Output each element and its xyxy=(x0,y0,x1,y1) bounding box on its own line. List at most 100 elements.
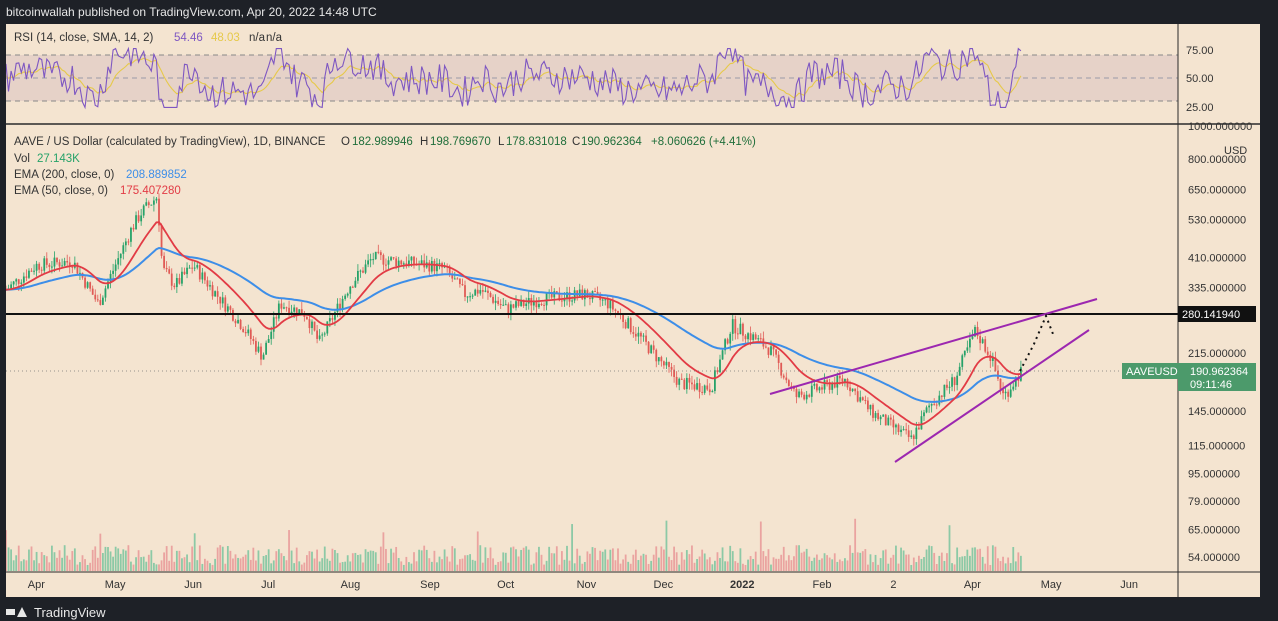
price-tick: 215.000000 xyxy=(1188,348,1246,360)
candle-body xyxy=(956,375,959,386)
candle-body xyxy=(637,332,640,337)
candle-body xyxy=(124,241,127,246)
candle-body xyxy=(237,319,239,324)
candle-body xyxy=(1014,376,1017,387)
candle-body xyxy=(851,388,854,392)
volume-bar xyxy=(877,564,879,571)
rsi-value: 54.46 xyxy=(174,32,203,44)
volume-bar xyxy=(354,552,357,571)
volume-bar xyxy=(787,555,790,571)
candle-body xyxy=(545,293,548,306)
volume-bar xyxy=(535,552,538,571)
volume-bar xyxy=(262,555,265,571)
candle-body xyxy=(492,296,494,303)
volume-bar xyxy=(571,524,573,571)
candle-body xyxy=(614,309,617,311)
time-tick: Nov xyxy=(577,579,597,591)
candle-body xyxy=(879,416,882,420)
candle-body xyxy=(168,269,171,274)
candle-body xyxy=(408,260,410,266)
volume-bar xyxy=(1017,552,1020,571)
volume-bar xyxy=(349,561,352,571)
time-axis[interactable]: Apr May Jun Jul Aug Sep Oct Nov Dec 2022 Feb 2 Apr Ma… xyxy=(28,579,1138,591)
volume-bar xyxy=(951,563,953,571)
volume-bar xyxy=(377,563,380,571)
volume-bar xyxy=(51,545,53,571)
volume-bar xyxy=(645,554,647,571)
candle-body xyxy=(948,386,951,388)
candle-body xyxy=(790,385,793,387)
candle-body xyxy=(142,205,145,216)
candle-body xyxy=(267,339,270,343)
price-axis[interactable]: 1000.000000 800.000000 650.000000 530.00000… xyxy=(1188,121,1252,564)
candle-body xyxy=(668,361,670,367)
volume-bar xyxy=(145,561,148,571)
volume-bar xyxy=(364,549,367,571)
volume-bar xyxy=(821,558,823,571)
rsi-na-2: n/a xyxy=(266,32,283,44)
candle-body xyxy=(175,278,178,288)
volume-bar xyxy=(272,560,275,571)
volume-bar xyxy=(499,561,502,571)
candle-body xyxy=(339,303,341,310)
volume-bar xyxy=(928,545,930,571)
candle-body xyxy=(15,279,18,282)
volume-bar xyxy=(446,556,449,571)
candle-body xyxy=(864,399,867,401)
volume-bar xyxy=(979,548,981,571)
candle-body xyxy=(787,380,790,386)
candle-body xyxy=(856,391,859,402)
volume-bar xyxy=(395,546,398,571)
volume-bar xyxy=(810,560,813,571)
candle-body xyxy=(494,300,497,303)
candle-body xyxy=(680,378,683,380)
candle-body xyxy=(61,265,63,267)
volume-bar xyxy=(242,556,245,571)
candle-body xyxy=(357,270,359,281)
volume-bar xyxy=(915,562,918,571)
time-tick: Aug xyxy=(341,579,361,591)
candle-body xyxy=(808,394,811,397)
chart-canvas[interactable]: RSI (14, close, SMA, 14, 2) 54.46 48.03 … xyxy=(6,24,1260,597)
channel-lower-line[interactable] xyxy=(894,329,1090,463)
candle-body xyxy=(160,225,163,256)
volume-bar xyxy=(132,564,135,571)
volume-bar xyxy=(678,564,681,571)
candle-body xyxy=(606,299,609,309)
volume-bar xyxy=(583,561,586,571)
volume-bar xyxy=(938,555,941,571)
price-tick: 410.000000 xyxy=(1188,253,1246,265)
volume-bar xyxy=(402,564,405,571)
volume-bar xyxy=(836,561,839,571)
time-tick: Oct xyxy=(497,579,514,591)
volume-bar xyxy=(224,563,227,571)
candle-body xyxy=(767,347,770,355)
volume-bar xyxy=(476,531,479,571)
price-tick: 65.000000 xyxy=(1188,525,1240,537)
candle-body xyxy=(323,333,326,335)
volume-bar xyxy=(599,550,602,571)
candle-body xyxy=(479,290,482,294)
candle-body xyxy=(578,289,581,297)
volume-bar xyxy=(61,557,63,571)
volume-bar xyxy=(168,560,171,571)
candle-body xyxy=(785,377,788,381)
volume-bar xyxy=(415,561,418,571)
projection-path xyxy=(1019,313,1054,372)
candle-body xyxy=(670,366,673,370)
volume-bar xyxy=(464,555,466,571)
volume-bar xyxy=(525,546,528,571)
volume-bar xyxy=(879,558,882,571)
volume-bar xyxy=(961,556,964,571)
volume-bar xyxy=(206,560,209,571)
candle-body xyxy=(520,299,522,306)
candle-body xyxy=(303,315,306,317)
candle-body xyxy=(854,388,857,392)
volume-bar xyxy=(1014,561,1017,571)
volume-bar xyxy=(770,564,772,571)
candle-body xyxy=(84,277,86,288)
volume-bar xyxy=(553,553,556,571)
channel-upper-line[interactable] xyxy=(769,298,1098,395)
candle-body xyxy=(359,270,362,272)
volume-bar xyxy=(612,548,614,571)
